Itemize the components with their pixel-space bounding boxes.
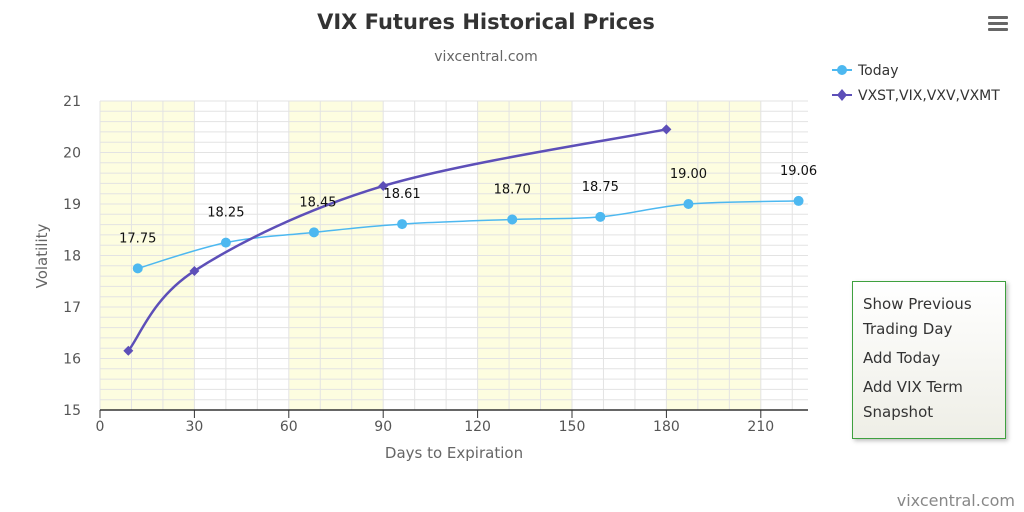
point-term-structure — [123, 345, 134, 356]
menu-item-add-vix-term-snapshot[interactable]: Add VIX Term Snapshot — [863, 378, 963, 421]
point-today — [595, 211, 606, 222]
x-tick-label: 210 — [747, 419, 774, 435]
legend-label-today: Today — [857, 63, 899, 79]
y-tick-label: 18 — [63, 249, 81, 265]
legend-item-term[interactable]: VXST,VIX,VXV,VXMT — [832, 88, 1000, 104]
point-today — [793, 195, 804, 206]
point-term-structure — [189, 265, 200, 276]
y-tick-label: 16 — [63, 352, 81, 368]
chart-context-menu: Show Previous Trading Day Add Today Add … — [852, 281, 1006, 439]
chart-subtitle: vixcentral.com — [434, 49, 537, 65]
y-axis-ticks: 15 16 17 18 19 20 21 — [63, 94, 81, 419]
x-tick-label: 60 — [280, 419, 298, 435]
data-label-today: 18.45 — [299, 195, 336, 210]
x-tick-label: 90 — [374, 419, 392, 435]
x-axis-ticks: 0 30 60 90 120 150 180 210 — [96, 410, 774, 435]
data-label-today: 18.25 — [207, 206, 244, 221]
point-today — [507, 214, 518, 225]
menu-item-add-today[interactable]: Add Today — [863, 349, 941, 367]
y-tick-label: 19 — [63, 197, 81, 213]
data-label-today: 19.00 — [670, 167, 707, 182]
x-tick-label: 120 — [464, 419, 491, 435]
x-axis-title: Days to Expiration — [385, 444, 523, 462]
x-tick-label: 180 — [653, 419, 680, 435]
point-today — [683, 199, 694, 209]
series-line-term-structure — [127, 128, 667, 352]
point-term-structure — [661, 124, 672, 135]
legend-item-today[interactable]: Today — [832, 63, 899, 79]
y-tick-label: 20 — [63, 146, 81, 162]
y-tick-label: 17 — [63, 300, 81, 316]
chart-title: VIX Futures Historical Prices — [317, 10, 655, 34]
point-term-structure — [378, 180, 389, 191]
data-labels: 17.75 18.25 18.45 18.61 18.70 18.75 19.00 19.06 — [119, 164, 817, 246]
legend-label-term: VXST,VIX,VXV,VXMT — [858, 88, 1000, 104]
legend-marker-term — [837, 89, 847, 101]
point-today — [132, 263, 143, 274]
chart-menu-button[interactable] — [984, 12, 1012, 36]
y-tick-label: 21 — [63, 94, 81, 110]
series — [123, 124, 804, 356]
data-label-today: 18.70 — [494, 182, 531, 197]
data-label-today: 18.61 — [383, 187, 420, 202]
y-axis-title: Volatility — [33, 223, 51, 288]
x-tick-label: 30 — [185, 419, 203, 435]
x-tick-label: 150 — [559, 419, 586, 435]
y-tick-label: 15 — [63, 403, 81, 419]
point-today — [220, 237, 231, 248]
legend: Today VXST,VIX,VXV,VXMT — [832, 63, 1000, 104]
menu-item-show-previous-trading-day[interactable]: Show Previous Trading Day — [863, 295, 972, 338]
point-today — [397, 219, 408, 230]
credits[interactable]: vixcentral.com — [897, 491, 1015, 510]
data-label-today: 19.06 — [780, 164, 817, 179]
x-tick-label: 0 — [96, 419, 105, 435]
data-label-today: 17.75 — [119, 231, 156, 246]
data-label-today: 18.75 — [582, 180, 619, 195]
legend-marker-today — [837, 65, 847, 75]
point-today — [308, 227, 319, 238]
